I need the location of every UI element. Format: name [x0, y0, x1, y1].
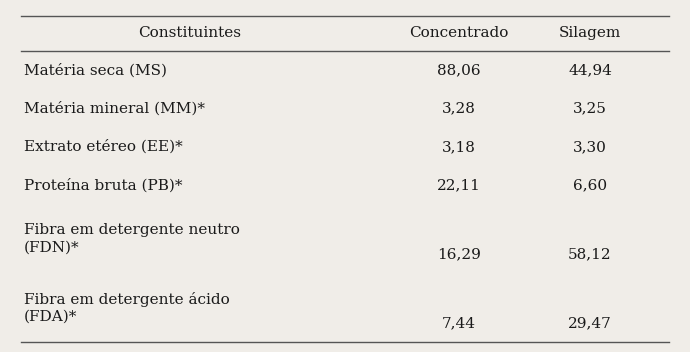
Text: 3,18: 3,18 — [442, 140, 476, 154]
Text: 22,11: 22,11 — [437, 178, 481, 192]
Text: 3,25: 3,25 — [573, 101, 607, 115]
Text: 16,29: 16,29 — [437, 247, 481, 261]
Text: Concentrado: Concentrado — [409, 26, 509, 40]
Text: Matéria seca (MS): Matéria seca (MS) — [24, 63, 167, 77]
Text: 88,06: 88,06 — [437, 63, 481, 77]
Text: Fibra em detergente ácido
(FDA)*: Fibra em detergente ácido (FDA)* — [24, 291, 230, 324]
Text: Extrato etéreo (EE)*: Extrato etéreo (EE)* — [24, 140, 183, 154]
Text: Proteína bruta (PB)*: Proteína bruta (PB)* — [24, 178, 183, 192]
Text: Matéria mineral (MM)*: Matéria mineral (MM)* — [24, 101, 205, 116]
Text: Fibra em detergente neutro
(FDN)*: Fibra em detergente neutro (FDN)* — [24, 223, 240, 254]
Text: 3,28: 3,28 — [442, 101, 476, 115]
Text: Silagem: Silagem — [559, 26, 621, 40]
Text: 58,12: 58,12 — [568, 247, 612, 261]
Text: 29,47: 29,47 — [568, 316, 612, 330]
Text: Constituintes: Constituintes — [138, 26, 241, 40]
Text: 3,30: 3,30 — [573, 140, 607, 154]
Text: 6,60: 6,60 — [573, 178, 607, 192]
Text: 44,94: 44,94 — [568, 63, 612, 77]
Text: 7,44: 7,44 — [442, 316, 476, 330]
